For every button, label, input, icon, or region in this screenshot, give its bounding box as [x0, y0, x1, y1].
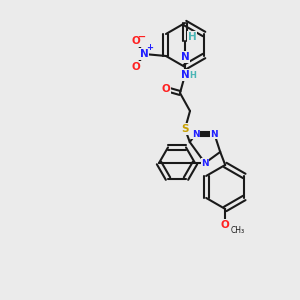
Text: N: N	[181, 70, 189, 80]
Text: O: O	[221, 220, 230, 230]
Text: O: O	[132, 62, 140, 72]
Text: H: H	[188, 32, 196, 42]
Text: H: H	[190, 70, 196, 80]
Text: CH₃: CH₃	[230, 226, 244, 236]
Text: −: −	[138, 32, 146, 42]
Text: O: O	[162, 84, 170, 94]
Text: N: N	[181, 52, 189, 62]
Text: N: N	[201, 158, 209, 167]
Text: N: N	[192, 130, 200, 139]
Text: O: O	[132, 36, 140, 46]
Text: S: S	[181, 124, 189, 134]
Text: +: +	[146, 44, 153, 52]
Text: N: N	[211, 130, 218, 139]
Text: N: N	[140, 49, 148, 59]
